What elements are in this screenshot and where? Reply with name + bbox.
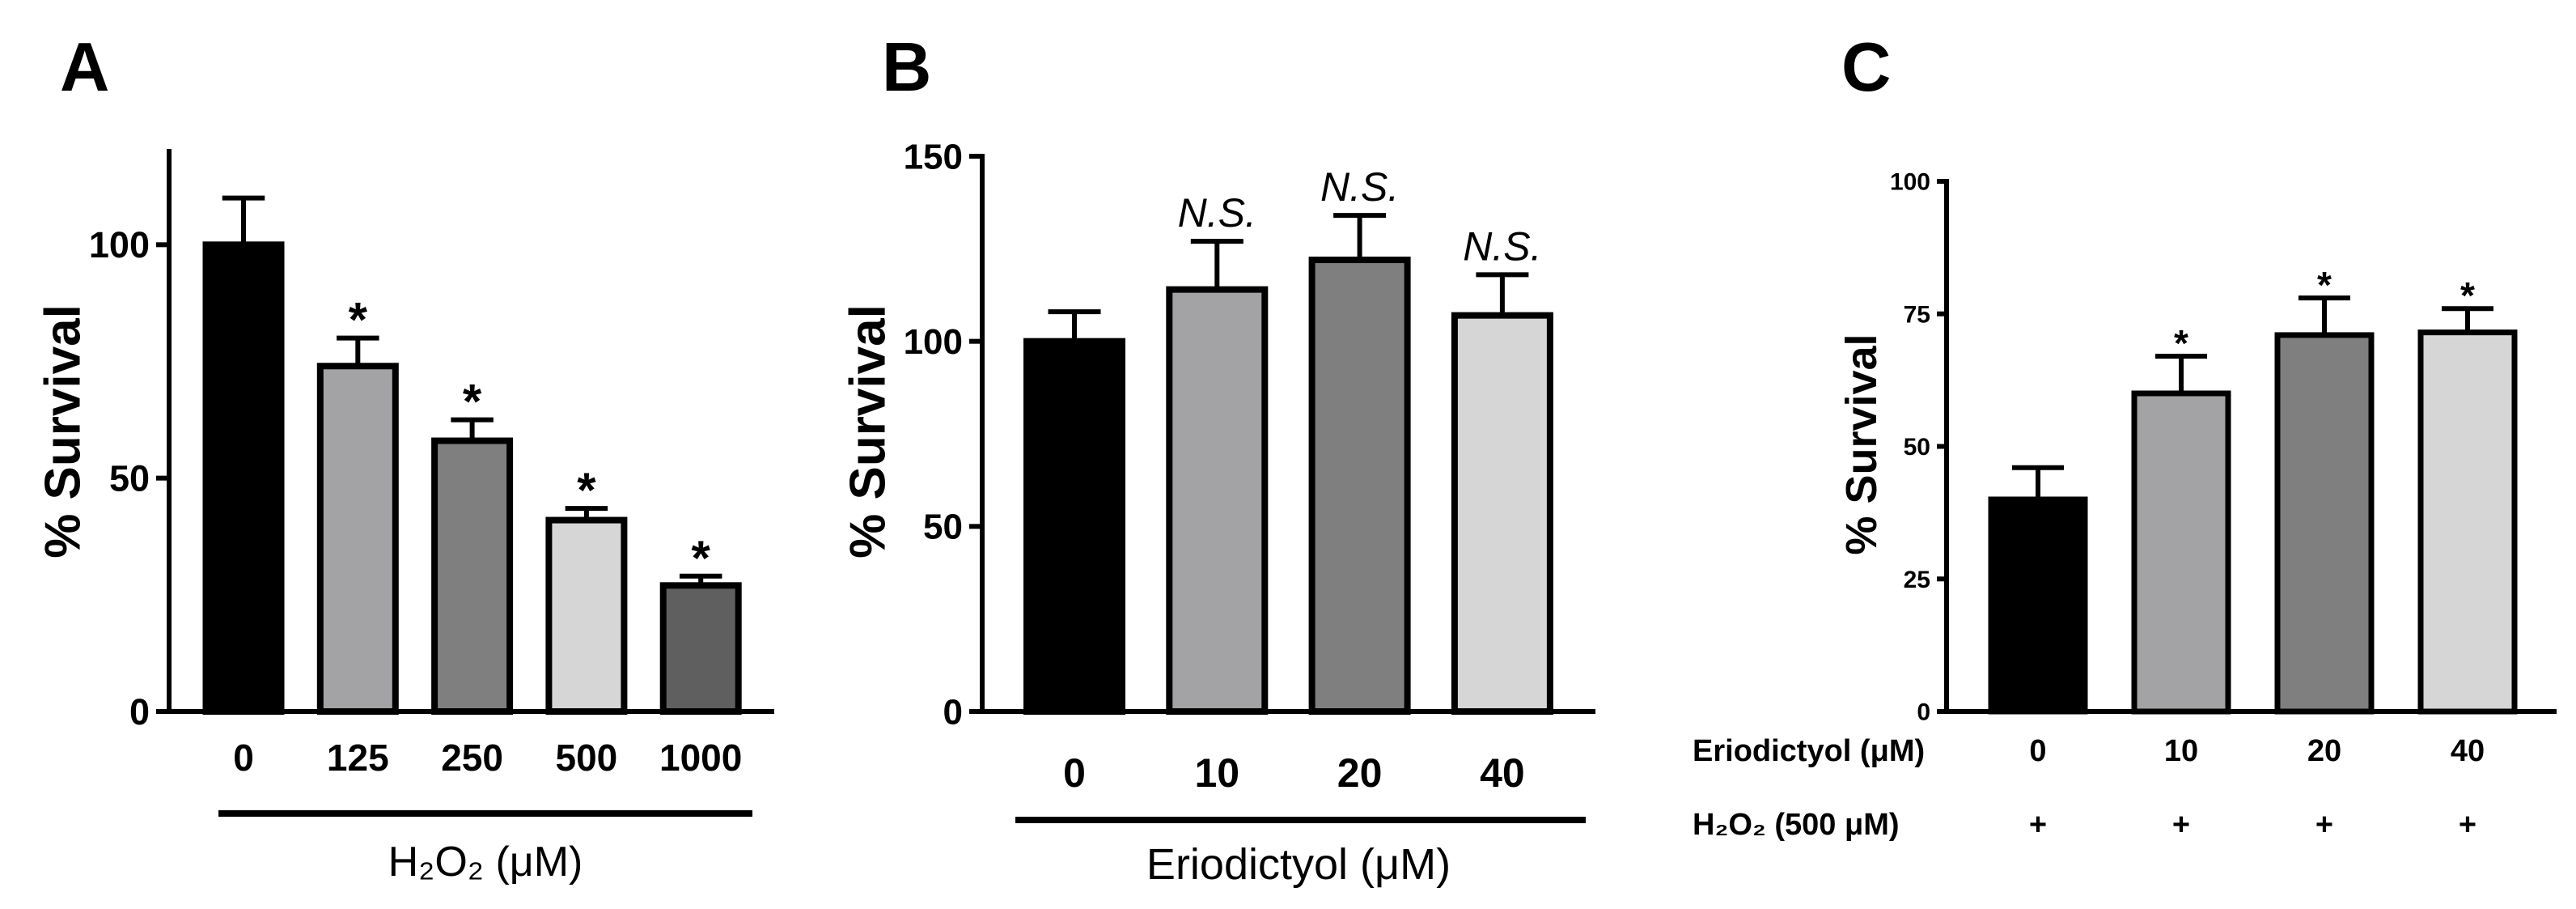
significance-label-1: N.S. — [1178, 190, 1256, 236]
x-axis-label: H₂O₂ (μM) — [388, 839, 583, 886]
y-tick-label-2: 50 — [1904, 434, 1930, 461]
treatment-mark-0: + — [2029, 808, 2047, 842]
bar-1 — [1166, 286, 1269, 715]
y-tick-label-1: 25 — [1904, 567, 1930, 593]
y-tick-label-4: 100 — [1890, 169, 1930, 196]
bar-2 — [2274, 332, 2375, 715]
panel-b: B N.S. N.S. N.S. 0 50 100 150 % Survival 0 10 20 40 E… — [841, 29, 1595, 889]
x-tick-label-3: 40 — [1480, 750, 1525, 796]
x-tick-label-4: 1000 — [659, 737, 742, 779]
y-tick-label-0: 0 — [943, 692, 963, 732]
bar-3 — [1451, 312, 1553, 715]
y-axis-label: % Survival — [36, 304, 91, 559]
x-tick-label-1: 10 — [2164, 734, 2198, 768]
y-tick-label-0: 0 — [1917, 699, 1930, 726]
x-tick-label-0: 0 — [2029, 734, 2046, 768]
significance-label-1: * — [2174, 322, 2188, 364]
x-tick-label-2: 20 — [1337, 750, 1383, 796]
bar-1 — [2131, 390, 2231, 715]
y-tick-label-2: 100 — [89, 224, 150, 265]
y-axis-label: % Survival — [841, 304, 896, 559]
significance-label-2: * — [2317, 264, 2332, 306]
y-tick-label-2: 100 — [904, 322, 963, 362]
panel-c: C * * * 0 25 50 75 100 % Survival 0 10 20 40 Eriodicty… — [1693, 29, 2557, 842]
significance-label-3: N.S. — [1463, 223, 1541, 269]
significance-label-3: * — [2460, 274, 2475, 316]
bar-0 — [1988, 496, 2088, 715]
y-tick-label-1: 50 — [923, 508, 963, 547]
panel-label: A — [60, 29, 109, 106]
y-tick-label-1: 50 — [109, 457, 150, 499]
treatment-mark-2: + — [2315, 808, 2333, 842]
significance-label-1: * — [349, 293, 368, 347]
x-row-label-eriodictyol: Eriodictyol (μM) — [1693, 734, 1925, 768]
x-tick-label-0: 0 — [233, 737, 254, 779]
bar-2 — [431, 437, 514, 715]
bar-2 — [1308, 257, 1411, 715]
x-tick-label-1: 10 — [1194, 750, 1239, 796]
x-tick-label-2: 20 — [2307, 734, 2341, 768]
bar-0 — [1023, 338, 1125, 715]
bar-1 — [316, 363, 399, 715]
bar-4 — [659, 582, 742, 715]
significance-label-2: N.S. — [1320, 164, 1399, 210]
y-axis-label: % Survival — [1837, 333, 1886, 554]
x-tick-label-2: 250 — [441, 737, 503, 779]
treatment-mark-1: + — [2172, 808, 2190, 842]
bar-0 — [202, 241, 285, 716]
panel-label: B — [882, 29, 931, 106]
significance-label-3: * — [577, 463, 596, 517]
x-tick-label-3: 500 — [556, 737, 618, 779]
bar-3 — [545, 516, 628, 715]
significance-label-2: * — [463, 375, 482, 429]
y-tick-label-3: 75 — [1904, 301, 1930, 328]
x-row-label-h2o2: H₂O₂ (500 μM) — [1693, 808, 1900, 842]
x-tick-label-3: 40 — [2451, 734, 2485, 768]
panel-label: C — [1841, 29, 1891, 106]
y-tick-label-3: 150 — [904, 137, 963, 176]
panel-a: A * * * * 0 50 100 % Survival 0 125 250 500 1000 H₂O₂ … — [36, 29, 774, 886]
x-tick-label-1: 125 — [327, 737, 389, 779]
x-axis-label: Eriodictyol (μM) — [1146, 840, 1451, 889]
y-tick-label-0: 0 — [129, 691, 150, 733]
treatment-mark-3: + — [2459, 808, 2476, 842]
bar-3 — [2417, 329, 2518, 715]
x-tick-label-0: 0 — [1063, 750, 1086, 796]
significance-label-4: * — [692, 531, 711, 585]
